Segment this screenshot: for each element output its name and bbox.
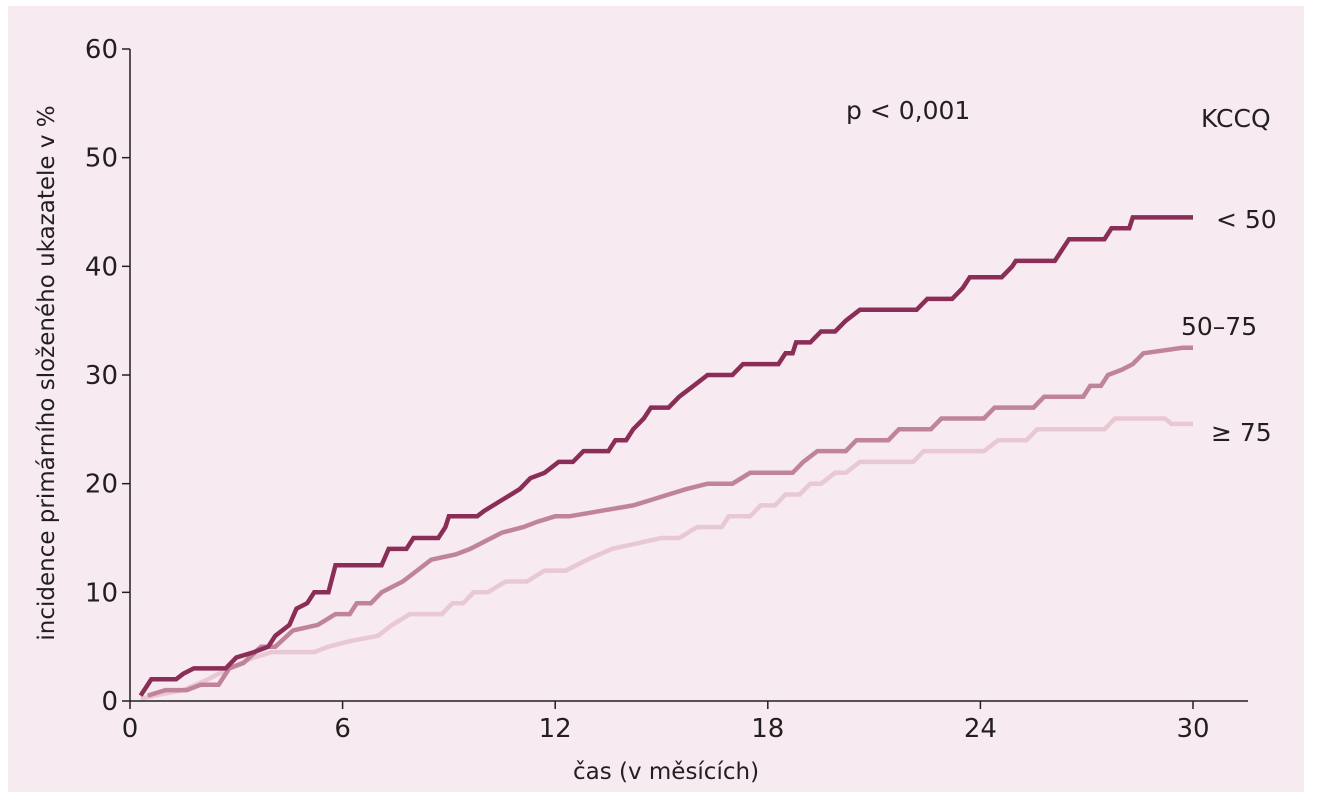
- y-tick-label: 0: [101, 687, 118, 717]
- y-tick-label: 50: [85, 144, 118, 174]
- series-line-0: [138, 215, 1193, 697]
- x-tick-label: 6: [334, 714, 351, 744]
- y-tick-label: 40: [85, 252, 118, 282]
- legend-title: KCCQ: [1201, 104, 1271, 133]
- chart-panel: 0 10 20 30 40 50 60 0 6 12 18 24 30 p < 0,001 KCCQ …: [8, 6, 1304, 792]
- y-axis-title: incidence primárního složeného ukazatele…: [34, 105, 60, 640]
- series-layer: [138, 215, 1193, 701]
- x-tick-label: 30: [1176, 714, 1209, 744]
- y-tick-label: 30: [85, 361, 118, 391]
- series-label-1: 50–75: [1181, 312, 1257, 341]
- y-tick-label: 10: [85, 578, 118, 608]
- x-axis-title: čas (v měsících): [573, 759, 759, 785]
- p-value-annotation: p < 0,001: [846, 96, 970, 125]
- x-tick-label: 12: [539, 714, 572, 744]
- y-tick-label: 20: [85, 470, 118, 500]
- x-tick-label: 24: [964, 714, 997, 744]
- series-line-2: [140, 416, 1193, 701]
- series-label-2: ≥ 75: [1211, 418, 1272, 447]
- y-tick-label: 60: [85, 35, 118, 65]
- x-tick-label: 18: [751, 714, 784, 744]
- series-labels: < 50 50–75 ≥ 75: [1181, 205, 1277, 447]
- x-tick-label: 0: [122, 714, 139, 744]
- y-ticks: 0 10 20 30 40 50 60: [85, 35, 130, 717]
- x-ticks: 0 6 12 18 24 30: [122, 701, 1210, 744]
- series-label-0: < 50: [1216, 205, 1277, 234]
- series-line-1: [147, 345, 1193, 698]
